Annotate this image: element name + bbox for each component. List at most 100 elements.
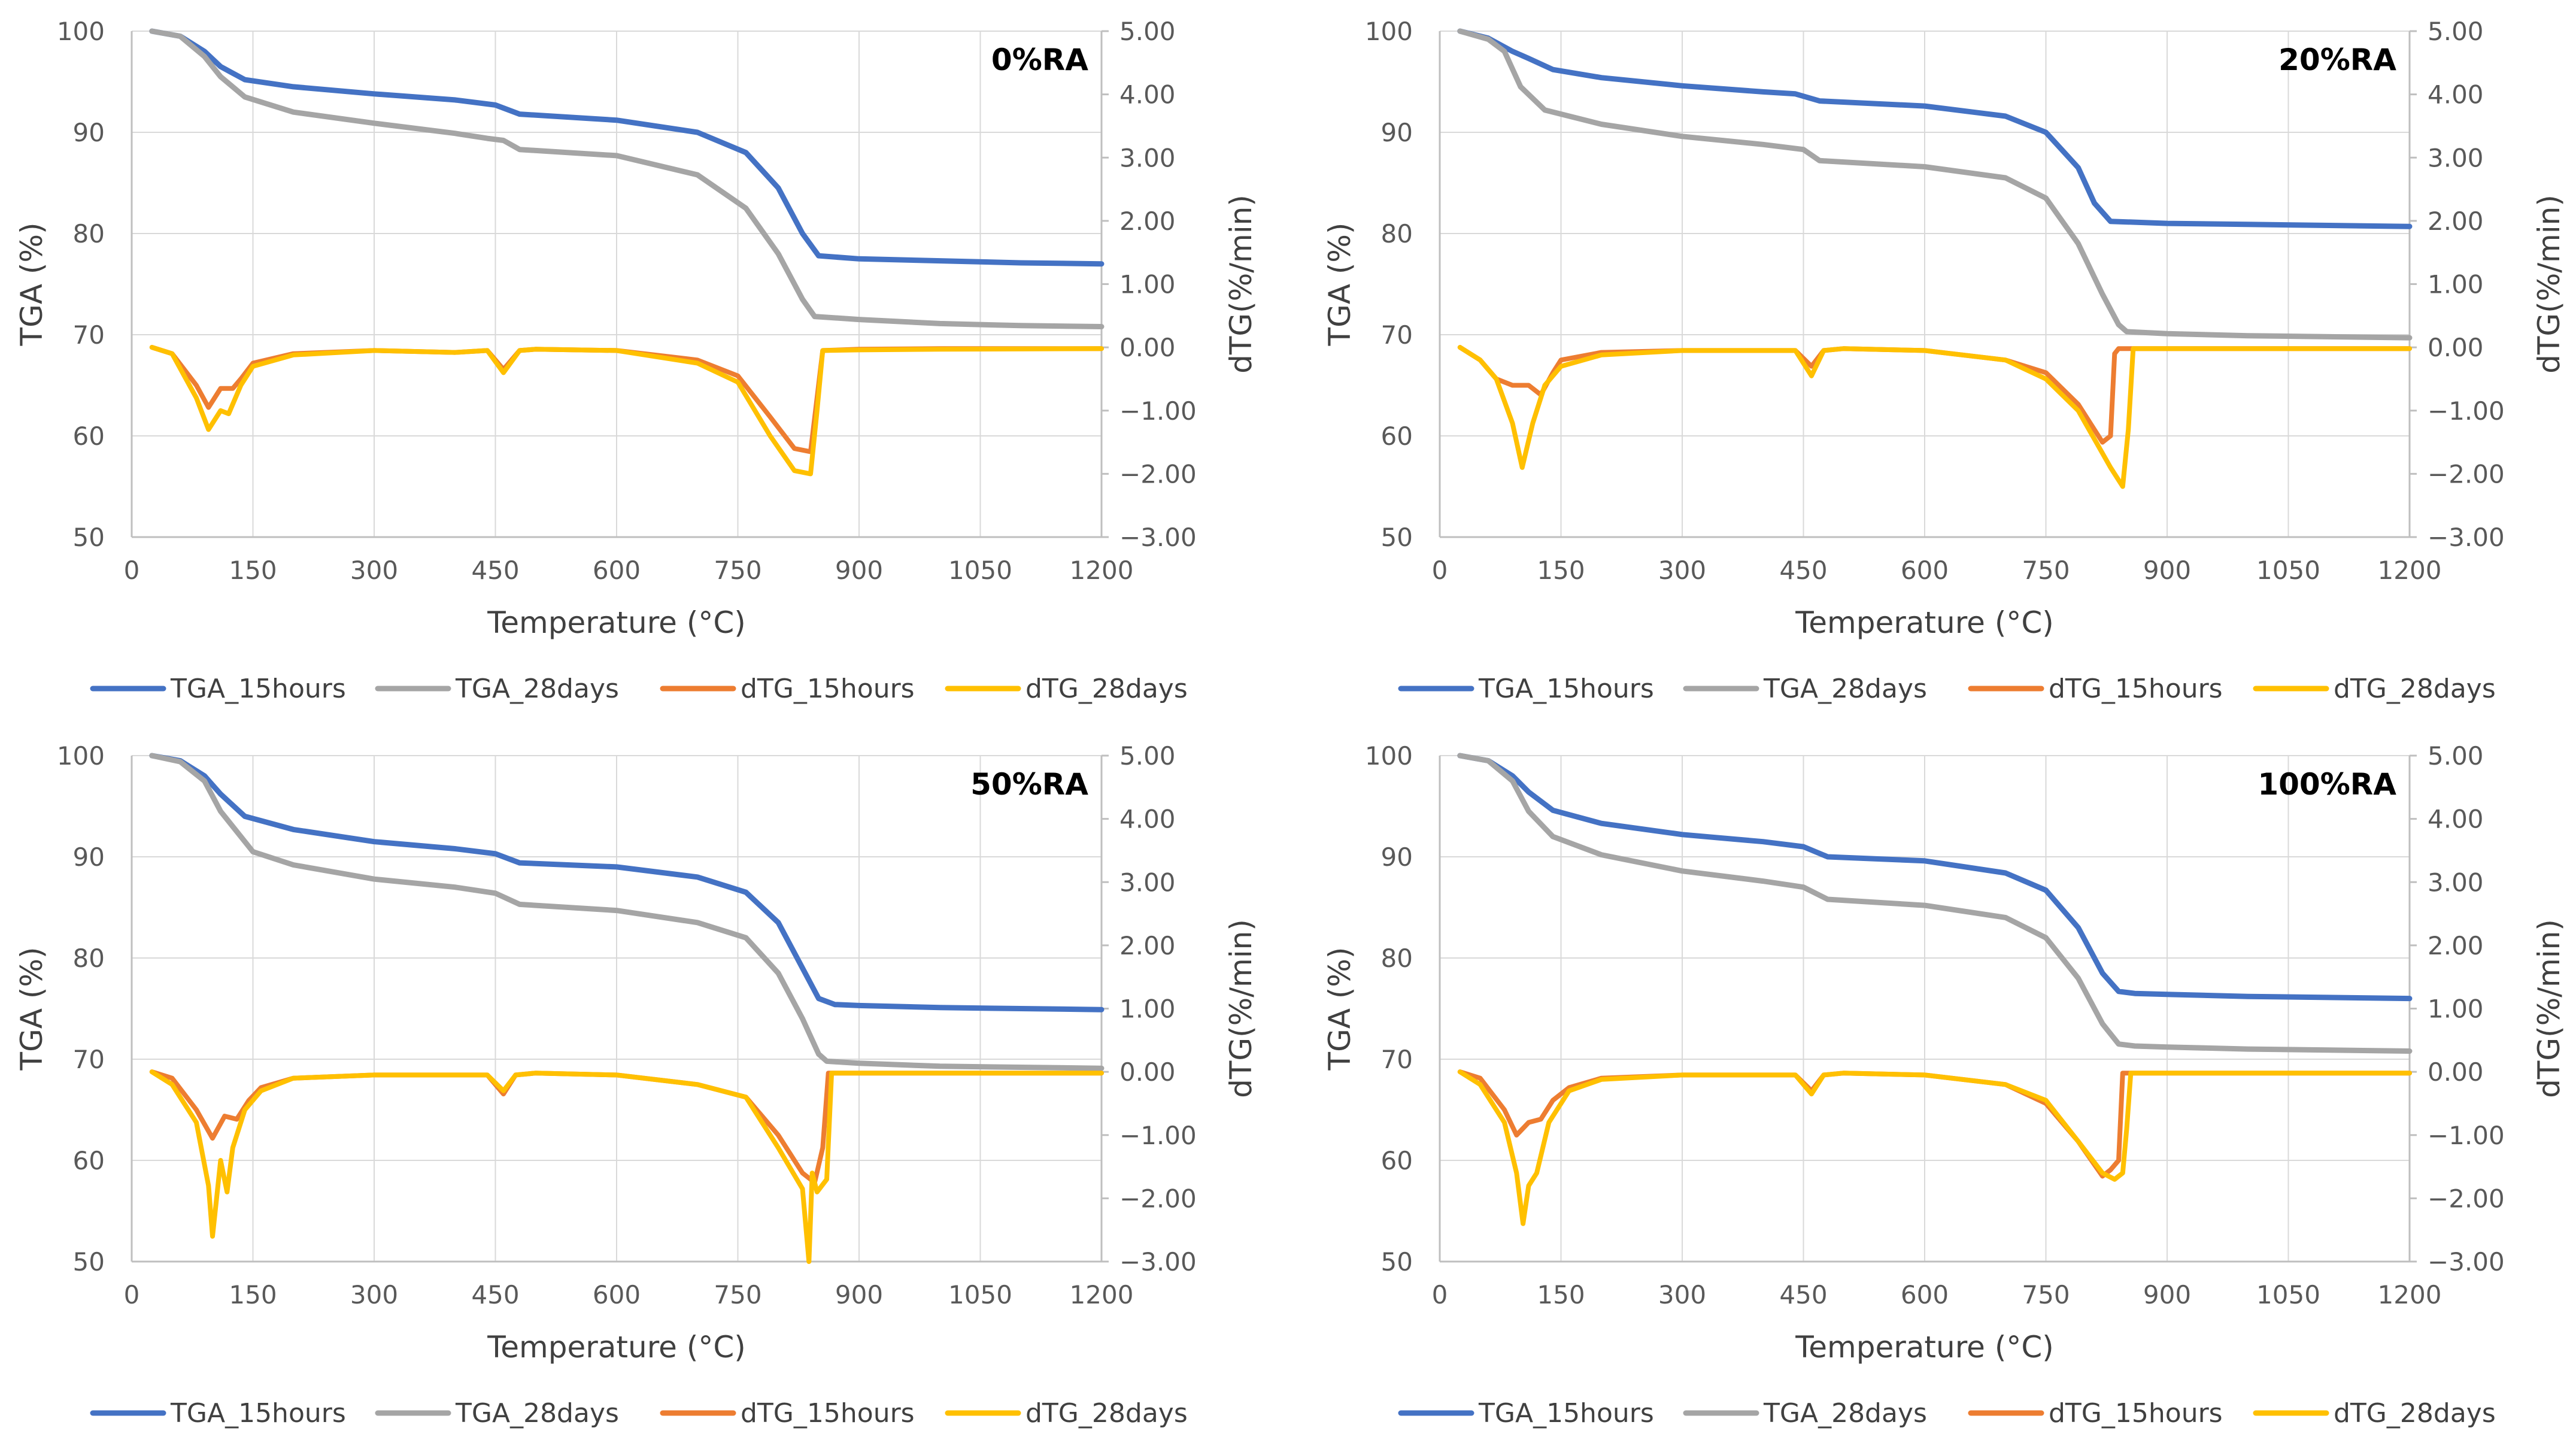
- x-tick-label: 150: [229, 556, 277, 585]
- series-line-dtg-15hours: [149, 1069, 1104, 1185]
- y-right-tick-label: 0.00: [2428, 1057, 2484, 1087]
- x-tick-label: 0: [1432, 1280, 1448, 1309]
- y-left-tick-label: 70: [73, 1045, 105, 1074]
- x-tick-label: 300: [1658, 1280, 1706, 1309]
- series-line-tga-15hours: [149, 28, 1105, 267]
- legend-label: dTG_15hours: [741, 1398, 915, 1429]
- legend-label: TGA_15hours: [170, 1398, 346, 1429]
- series-line-tga-15hours: [1457, 753, 2413, 1002]
- y-right-tick-label: −1.00: [1119, 1121, 1197, 1150]
- x-tick-label: 1050: [948, 1280, 1012, 1309]
- y-right-tick-label: 4.00: [2428, 805, 2484, 834]
- y-right-tick-label: 1.00: [2428, 270, 2484, 299]
- y-right-tick-label: 3.00: [2428, 143, 2484, 172]
- y-right-tick-label: 3.00: [2428, 868, 2484, 897]
- x-tick-label: 900: [2143, 1280, 2191, 1309]
- y-right-tick-label: 5.00: [1119, 741, 1176, 771]
- x-tick-label: 600: [1901, 556, 1949, 585]
- y-left-tick-label: 90: [1381, 842, 1413, 872]
- y-left-tick-label: 60: [1381, 1146, 1413, 1175]
- x-tick-label: 900: [2143, 556, 2191, 585]
- x-tick-label: 750: [2022, 556, 2070, 585]
- y-right-tick-label: −2.00: [1119, 459, 1197, 489]
- y-left-tick-label: 70: [73, 320, 105, 350]
- series-line-tga-28days: [1457, 753, 2413, 1054]
- y-right-tick-label: −3.00: [2428, 523, 2505, 552]
- y-left-tick-label: 100: [1365, 741, 1413, 771]
- chart-panel-2: 0 150 300 450 600 750 900 1050 1200 50 60 70 80 90 100…: [14, 741, 1258, 1429]
- x-tick-label: 150: [229, 1280, 277, 1309]
- x-tick-label: 1200: [1070, 556, 1134, 585]
- panel-label: 50%RA: [970, 767, 1088, 802]
- y-left-tick-label: 80: [73, 944, 105, 973]
- y-right-axis-title: dTG(%/min): [1224, 195, 1258, 374]
- y-left-tick-label: 70: [1381, 320, 1413, 350]
- y-right-tick-label: 4.00: [2428, 80, 2484, 110]
- y-left-tick-label: 90: [1381, 118, 1413, 147]
- y-right-tick-label: 3.00: [1119, 143, 1176, 172]
- series-line-dtg-28days: [149, 1069, 1104, 1264]
- legend-label: TGA_15hours: [170, 674, 346, 704]
- legend-label: TGA_28days: [455, 674, 619, 704]
- x-axis-title: Temperature (°C): [487, 605, 746, 640]
- y-right-tick-label: −2.00: [1119, 1184, 1197, 1213]
- y-left-tick-label: 90: [73, 118, 105, 147]
- x-tick-label: 900: [835, 556, 883, 585]
- y-right-tick-label: 5.00: [2428, 741, 2484, 771]
- y-left-tick-label: 80: [1381, 219, 1413, 248]
- x-tick-label: 0: [124, 556, 140, 585]
- legend-label: dTG_28days: [2334, 674, 2496, 704]
- chart-panel-0: 0 150 300 450 600 750 900 1050 1200 50 60 70 80 90 100…: [14, 17, 1258, 704]
- y-left-axis-title: TGA (%): [1322, 223, 1357, 347]
- y-right-tick-label: 0.00: [2428, 333, 2484, 362]
- y-left-tick-label: 50: [73, 523, 105, 552]
- x-tick-label: 900: [835, 1280, 883, 1309]
- y-right-tick-label: 2.00: [2428, 931, 2484, 960]
- panel-label: 20%RA: [2278, 43, 2396, 77]
- y-left-tick-label: 70: [1381, 1045, 1413, 1074]
- x-tick-label: 300: [350, 1280, 398, 1309]
- x-tick-label: 1200: [1070, 1280, 1134, 1309]
- x-tick-label: 1050: [2256, 556, 2320, 585]
- y-left-axis-title: TGA (%): [1322, 947, 1357, 1071]
- y-right-tick-label: 1.00: [1119, 270, 1176, 299]
- panel-label: 0%RA: [991, 43, 1088, 77]
- x-tick-label: 150: [1537, 1280, 1585, 1309]
- series-line-tga-15hours: [1457, 28, 2413, 229]
- x-tick-label: 1050: [2256, 1280, 2320, 1309]
- series-line-dtg-15hours: [1457, 345, 2412, 445]
- x-tick-label: 1200: [2378, 556, 2442, 585]
- x-tick-label: 300: [350, 556, 398, 585]
- y-right-tick-label: 3.00: [1119, 868, 1176, 897]
- y-right-tick-label: −1.00: [2428, 1121, 2505, 1150]
- y-left-tick-label: 80: [73, 219, 105, 248]
- y-right-tick-label: 0.00: [1119, 1057, 1176, 1087]
- y-left-tick-label: 60: [73, 1146, 105, 1175]
- y-right-tick-label: 0.00: [1119, 333, 1176, 362]
- y-left-axis-title: TGA (%): [14, 223, 49, 347]
- y-left-tick-label: 60: [1381, 422, 1413, 451]
- series-line-dtg-28days: [149, 345, 1104, 477]
- x-tick-label: 300: [1658, 556, 1706, 585]
- y-left-axis-title: TGA (%): [14, 947, 49, 1071]
- y-right-tick-label: −1.00: [1119, 396, 1197, 426]
- series-line-tga-28days: [149, 753, 1105, 1071]
- y-right-tick-label: 1.00: [1119, 995, 1176, 1024]
- x-axis-title: Temperature (°C): [1795, 605, 2054, 640]
- y-right-tick-label: 2.00: [2428, 207, 2484, 236]
- y-right-tick-label: 4.00: [1119, 805, 1176, 834]
- series-line-dtg-28days: [1457, 345, 2412, 489]
- y-right-tick-label: −2.00: [2428, 1184, 2505, 1213]
- panel-label: 100%RA: [2258, 767, 2396, 802]
- y-right-axis-title: dTG(%/min): [1224, 919, 1258, 1098]
- x-tick-label: 450: [1779, 1280, 1827, 1309]
- y-right-tick-label: −1.00: [2428, 396, 2505, 426]
- y-left-tick-label: 50: [73, 1247, 105, 1277]
- y-left-tick-label: 90: [73, 842, 105, 872]
- y-right-axis-title: dTG(%/min): [2532, 919, 2566, 1098]
- legend-label: TGA_28days: [1763, 1398, 1927, 1429]
- x-tick-label: 1050: [948, 556, 1012, 585]
- series-line-tga-28days: [149, 28, 1105, 329]
- x-tick-label: 600: [1901, 1280, 1949, 1309]
- y-right-tick-label: 2.00: [1119, 207, 1176, 236]
